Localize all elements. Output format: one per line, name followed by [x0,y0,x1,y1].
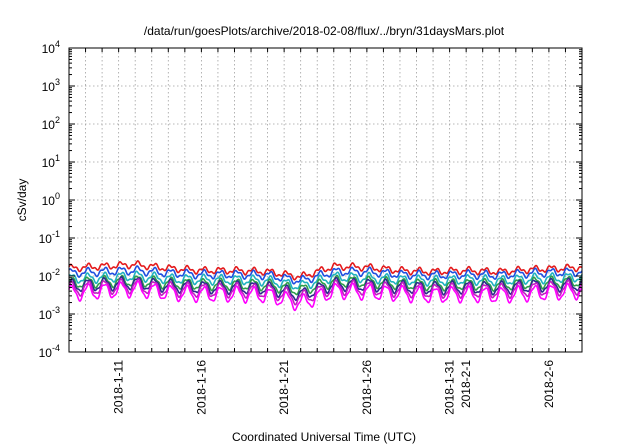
x-tick-label: 2018-1-21 [277,360,291,415]
y-tick-label: 10-4 [39,343,60,360]
y-axis-ticks: 10-4 10-3 10-2 10-1 100 101 102 103 104 [39,39,582,360]
series-line [68,280,583,312]
series-line [68,260,583,281]
x-tick-label: 2018-1-11 [112,360,126,414]
x-axis-ticks: 2018-1-11 2018-1-16 2018-1-21 2018-1-26 2018… [85,48,566,415]
y-tick-label: 104 [42,39,60,56]
y-tick-label: 103 [42,77,60,94]
chart-title: /data/run/goesPlots/archive/2018-02-08/f… [144,24,505,38]
y-tick-label: 100 [42,191,60,208]
y-tick-label: 10-2 [39,267,60,284]
y-tick-label: 101 [42,153,60,170]
series-line [68,278,583,306]
x-tick-label: 2018-2-1 [459,360,473,408]
x-tick-label: 2018-1-16 [194,360,208,415]
series-line [68,270,583,290]
x-tick-label: 2018-2-6 [542,360,556,408]
series-line [68,265,583,285]
data-series [68,260,583,312]
y-tick-label: 10-3 [39,305,60,322]
series-line [68,275,583,302]
x-tick-label: 2018-1-26 [360,360,374,415]
x-tick-label: 2018-1-31 [443,360,457,415]
x-axis-label: Coordinated Universal Time (UTC) [232,430,416,444]
y-tick-label: 10-1 [39,229,60,246]
grid-lines [69,47,582,353]
y-axis-label: cSv/day [15,179,29,222]
y-tick-label: 102 [42,115,60,132]
series-line [68,274,583,296]
